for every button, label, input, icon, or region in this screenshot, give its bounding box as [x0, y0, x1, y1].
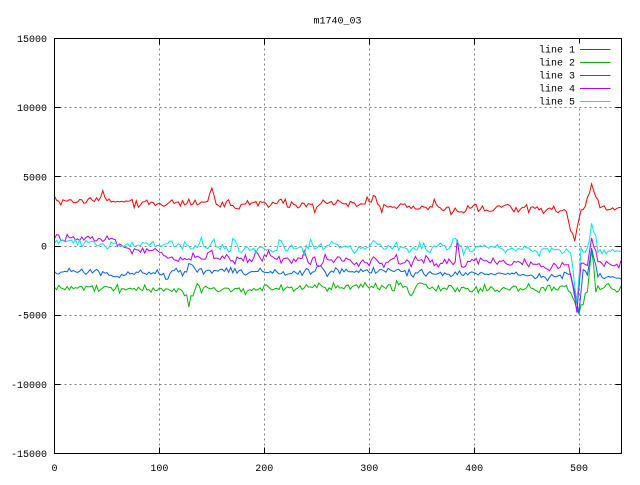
svg-text:-15000: -15000: [11, 450, 47, 461]
svg-text:line 4: line 4: [539, 84, 575, 96]
svg-text:line 3: line 3: [539, 71, 575, 83]
svg-text:300: 300: [360, 464, 378, 475]
svg-text:line 2: line 2: [539, 58, 575, 70]
svg-text:line 5: line 5: [539, 97, 575, 109]
svg-text:400: 400: [465, 464, 483, 475]
svg-text:0: 0: [51, 464, 57, 475]
svg-text:-10000: -10000: [11, 381, 47, 392]
svg-text:0: 0: [41, 243, 47, 254]
svg-text:m1740_03: m1740_03: [313, 17, 361, 28]
svg-text:15000: 15000: [17, 35, 47, 46]
svg-text:200: 200: [255, 464, 273, 475]
svg-text:-5000: -5000: [17, 312, 47, 323]
svg-text:line 1: line 1: [539, 45, 575, 57]
svg-text:500: 500: [570, 464, 588, 475]
svg-text:100: 100: [150, 464, 168, 475]
svg-text:5000: 5000: [23, 173, 47, 184]
svg-text:10000: 10000: [17, 104, 47, 115]
